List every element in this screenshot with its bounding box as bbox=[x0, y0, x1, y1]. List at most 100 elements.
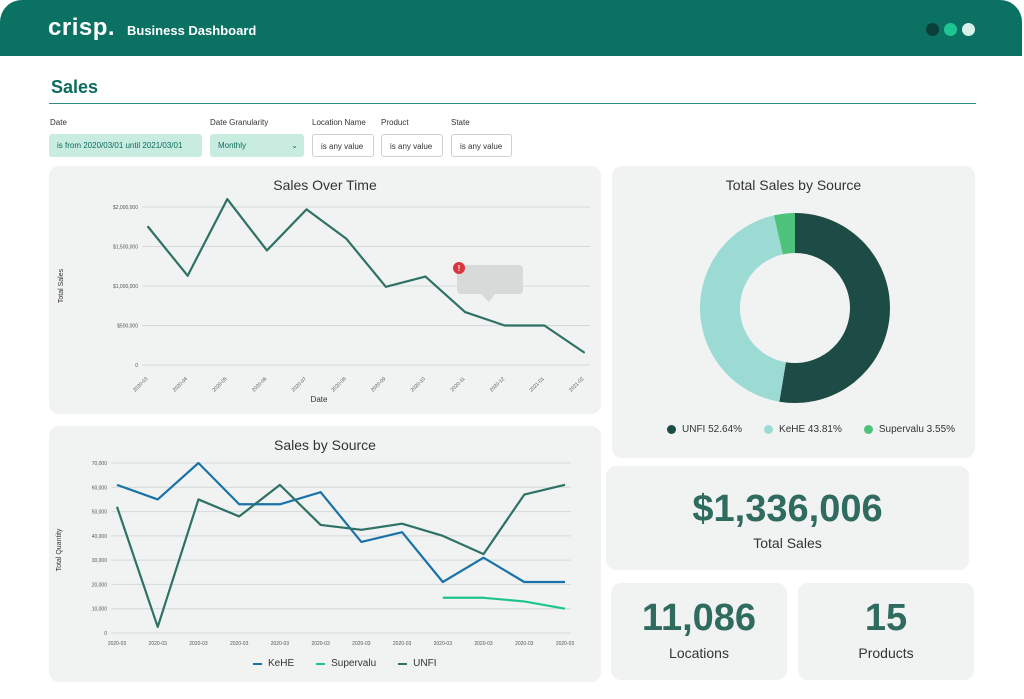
products-kpi-card: 15 Products bbox=[798, 583, 974, 680]
legend-label: KeHE 43.81% bbox=[779, 424, 842, 435]
x-tick-label: 2020-03 bbox=[352, 641, 371, 647]
alert-icon-glyph: ! bbox=[458, 264, 461, 273]
donut-slice-kehe bbox=[700, 215, 786, 402]
filter-date-field[interactable]: is from 2020/03/01 until 2021/03/01 bbox=[49, 134, 202, 157]
y-axis-label: Total Quantity bbox=[56, 528, 63, 571]
legend-dot-icon bbox=[667, 425, 676, 434]
filter-state-label: State bbox=[451, 118, 470, 127]
x-tick-label: 2020-10 bbox=[410, 376, 427, 393]
sales-data-point bbox=[186, 274, 189, 277]
y-tick-label: 0 bbox=[135, 363, 138, 369]
window-dot-green-icon[interactable] bbox=[944, 23, 957, 36]
crisp-logo[interactable]: crisp. bbox=[48, 14, 116, 41]
sales-by-source-card: Sales by Source 0 10,000 20,000 30,000 40,00… bbox=[49, 426, 601, 682]
legend-line-icon bbox=[398, 662, 408, 665]
sales-data-point bbox=[147, 225, 149, 228]
sales-data-point bbox=[543, 324, 546, 327]
sales-by-source-legend: KeHE Supervalu UNFI bbox=[253, 658, 459, 669]
filter-location-field[interactable]: is any value bbox=[312, 134, 374, 157]
x-tick-label: 2020-03 bbox=[311, 641, 330, 647]
legend-dot-icon bbox=[863, 425, 873, 434]
app-title: Business Dashboard bbox=[127, 23, 257, 38]
sales-by-source-chart: 0 10,000 20,000 30,000 40,000 50,000 60,000 70,… bbox=[56, 461, 575, 647]
legend-item-kehe[interactable]: KeHE 43.81% bbox=[764, 424, 842, 435]
y-tick-label: $1,500,000 bbox=[113, 245, 138, 251]
x-tick-label: 2020-05 bbox=[211, 376, 228, 393]
x-tick-label: 2020-03 bbox=[230, 641, 249, 647]
filter-state-value: is any value bbox=[460, 142, 503, 151]
x-tick-label: 2020-03 bbox=[108, 641, 127, 647]
tooltip-bubble bbox=[457, 265, 523, 294]
legend-label: UNFI bbox=[413, 658, 437, 669]
y-tick-label: 20,000 bbox=[92, 582, 108, 588]
sales-data-point bbox=[226, 198, 229, 201]
app-header: crisp. Business Dashboard bbox=[0, 0, 1022, 56]
products-value: 15 bbox=[864, 597, 908, 639]
sales-data-point bbox=[503, 324, 506, 327]
donut-slice-unfi bbox=[779, 213, 890, 403]
legend-label: Supervalu bbox=[331, 658, 377, 669]
legend-label: Supervalu 3.55% bbox=[878, 424, 956, 435]
y-tick-label: 0 bbox=[104, 631, 107, 637]
legend-line-icon bbox=[316, 662, 326, 665]
sales-data-point bbox=[265, 249, 268, 252]
series-line-supervalu bbox=[442, 596, 566, 610]
y-tick-label: 50,000 bbox=[92, 510, 108, 516]
filter-product-value: is any value bbox=[390, 142, 433, 151]
x-tick-label: 2021-02 bbox=[568, 376, 585, 393]
locations-kpi-card: 11,086 Locations bbox=[611, 583, 787, 680]
legend-item-unfi[interactable]: UNFI 52.64% bbox=[667, 424, 742, 435]
total-sales-by-source-chart bbox=[700, 213, 890, 403]
x-tick-label: 2020-03 bbox=[393, 641, 412, 647]
legend-item-kehe[interactable]: KeHE bbox=[253, 658, 294, 669]
locations-label: Locations bbox=[669, 645, 729, 661]
filter-product-field[interactable]: is any value bbox=[381, 134, 443, 157]
x-tick-label: 2020-03 bbox=[556, 641, 575, 647]
title-divider bbox=[49, 103, 976, 104]
legend-label: KeHE bbox=[268, 658, 295, 669]
x-tick-label: 2020-09 bbox=[370, 376, 387, 393]
chevron-down-icon: ⌄ bbox=[291, 141, 298, 150]
sales-data-point bbox=[464, 311, 467, 314]
total-sales-by-source-card: Total Sales by Source UNFI 52.64% KeHE 4… bbox=[612, 166, 975, 458]
sales-over-time-chart: 0 $500,000 $1,000,000 $1,500,000 $2,000,000 2… bbox=[58, 197, 590, 404]
filter-location-value: is any value bbox=[321, 142, 364, 151]
sales-series-line bbox=[147, 197, 585, 354]
x-tick-label: 2020-03 bbox=[189, 641, 208, 647]
x-axis-label: Date bbox=[311, 395, 328, 404]
window-dot-light-icon[interactable] bbox=[962, 23, 975, 36]
y-tick-label: 10,000 bbox=[92, 607, 108, 613]
tooltip-pointer bbox=[481, 294, 495, 302]
total-sales-value: $1,336,006 bbox=[692, 488, 883, 530]
series-line-unfi bbox=[115, 483, 566, 629]
legend-item-supervalu[interactable]: Supervalu bbox=[316, 658, 376, 669]
filter-product-label: Product bbox=[381, 118, 409, 127]
sales-by-source-title: Sales by Source bbox=[274, 437, 376, 453]
y-tick-label: 30,000 bbox=[92, 558, 108, 564]
legend-item-supervalu[interactable]: Supervalu 3.55% bbox=[863, 424, 956, 435]
legend-item-unfi[interactable]: UNFI bbox=[398, 658, 437, 669]
series-line-kehe bbox=[116, 461, 565, 584]
locations-value: 11,086 bbox=[641, 597, 757, 639]
legend-dot-icon bbox=[764, 425, 774, 434]
sales-data-point bbox=[345, 237, 348, 240]
x-tick-label: 2020-11 bbox=[450, 376, 467, 393]
x-tick-label: 2020-06 bbox=[251, 376, 268, 393]
x-tick-label: 2020-03 bbox=[149, 641, 168, 647]
x-tick-label: 2020-07 bbox=[291, 376, 308, 393]
filter-granularity-select[interactable]: Monthly ⌄ bbox=[210, 134, 304, 157]
filter-state-field[interactable]: is any value bbox=[451, 134, 512, 157]
filter-date-value: is from 2020/03/01 until 2021/03/01 bbox=[57, 141, 183, 150]
sales-over-time-card: Sales Over Time 0 $500,000 $1,000,000 $1,50… bbox=[49, 166, 601, 414]
window-dot-dark-icon[interactable] bbox=[926, 23, 939, 36]
legend-line-icon bbox=[253, 662, 262, 665]
y-tick-label: $2,000,000 bbox=[113, 205, 138, 211]
filter-granularity-value: Monthly bbox=[218, 141, 247, 150]
sales-data-point bbox=[424, 275, 427, 278]
alert-icon bbox=[453, 262, 465, 274]
sales-data-point bbox=[305, 208, 308, 211]
sales-over-time-title: Sales Over Time bbox=[273, 177, 377, 193]
y-tick-label: $500,000 bbox=[117, 324, 138, 330]
filter-date-label: Date bbox=[50, 118, 67, 127]
sales-data-point bbox=[583, 351, 585, 354]
